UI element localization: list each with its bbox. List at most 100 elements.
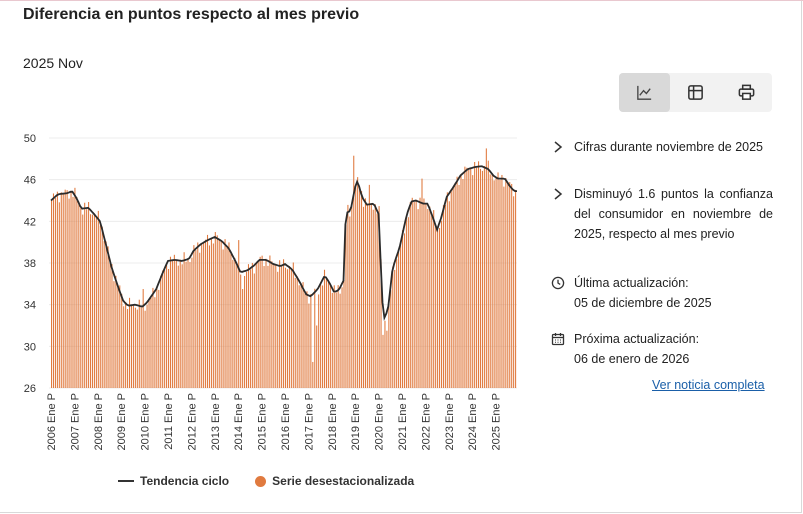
data-bar: [150, 296, 152, 388]
data-bar: [240, 274, 242, 388]
data-bar: [140, 307, 142, 388]
data-bar: [144, 310, 146, 388]
data-bar: [427, 209, 429, 388]
data-bar: [167, 269, 170, 388]
data-bar: [296, 276, 298, 388]
trend-line: [50, 165, 517, 321]
data-bar: [499, 179, 501, 388]
data-bar: [171, 261, 173, 388]
data-bar: [439, 227, 441, 388]
data-bar: [267, 265, 269, 388]
data-bar: [257, 261, 259, 388]
data-bar: [458, 184, 460, 388]
y-tick-label: 26: [24, 383, 36, 395]
data-bar: [210, 237, 212, 388]
data-bar: [255, 262, 257, 388]
data-bar: [193, 245, 195, 388]
data-bar: [337, 285, 339, 388]
data-bar: [407, 217, 409, 388]
data-bar: [425, 204, 427, 388]
data-bar: [187, 258, 189, 388]
data-bar: [505, 178, 507, 388]
data-bar: [125, 301, 127, 388]
data-bar: [359, 187, 361, 388]
data-bar: [76, 197, 78, 388]
clock-icon: [551, 276, 565, 290]
data-bar: [351, 206, 353, 388]
data-bar: [509, 182, 511, 388]
data-bar: [353, 155, 355, 388]
data-bar: [411, 197, 413, 388]
data-bar: [166, 263, 168, 388]
data-bar: [132, 304, 134, 388]
x-tick-label: 2019 Ene P: [350, 393, 362, 451]
data-bar: [481, 170, 483, 388]
data-bar: [175, 260, 177, 388]
data-bar: [279, 260, 281, 388]
data-bar: [435, 226, 437, 388]
info-item-1: Cifras durante noviembre de 2025: [551, 137, 773, 157]
data-bar: [386, 330, 388, 388]
data-bar: [421, 178, 423, 388]
data-bar: [327, 280, 329, 388]
data-bar: [212, 243, 214, 388]
data-bar: [333, 285, 335, 388]
data-bar: [456, 176, 458, 388]
x-tick-label: 2013 Ene P: [210, 393, 222, 451]
data-bar: [216, 235, 218, 388]
data-bar: [74, 187, 76, 388]
next-update-label: Próxima actualización:: [574, 332, 700, 346]
data-bar: [489, 174, 491, 388]
data-bar: [322, 285, 324, 388]
data-bar: [284, 267, 287, 388]
data-bar: [206, 234, 209, 388]
data-bar: [306, 291, 308, 388]
data-bar: [214, 232, 216, 388]
data-bar: [464, 166, 466, 388]
x-tick-label: 2018 Ene P: [327, 393, 339, 451]
data-bar: [91, 214, 94, 388]
data-bar: [244, 275, 246, 388]
print-icon: [738, 84, 755, 100]
data-bar: [312, 361, 314, 388]
x-tick-label: 2021 Ene P: [397, 393, 409, 451]
data-bar: [84, 202, 86, 388]
data-bar: [220, 240, 222, 388]
data-bar: [487, 160, 489, 388]
data-bar: [400, 244, 402, 388]
data-bar: [288, 266, 290, 388]
table-view-button[interactable]: [670, 73, 721, 112]
data-bar: [448, 201, 450, 388]
data-bar: [189, 262, 191, 388]
data-bar: [401, 230, 404, 388]
data-bar: [127, 309, 129, 388]
data-bar: [136, 309, 138, 388]
x-tick-label: 2016 Ene P: [280, 393, 292, 451]
data-bar: [444, 204, 446, 388]
data-bar: [357, 177, 359, 388]
data-bar: [495, 177, 497, 388]
data-bar: [320, 283, 322, 388]
data-bar: [230, 253, 232, 388]
data-bar: [173, 254, 175, 388]
print-button[interactable]: [721, 73, 772, 112]
data-bar: [433, 210, 435, 388]
line-chart-view-button[interactable]: [619, 73, 670, 112]
data-bar: [197, 242, 199, 388]
data-bar: [335, 292, 337, 388]
data-bar: [286, 269, 288, 388]
data-bar: [419, 197, 421, 388]
x-tick-label: 2024 Ene P: [467, 393, 479, 451]
data-bar: [208, 245, 211, 388]
data-bar: [472, 175, 474, 388]
last-update-label: Última actualización:: [574, 276, 689, 290]
data-bar: [300, 283, 302, 388]
data-bar: [119, 285, 121, 388]
read-full-news-link[interactable]: Ver noticia completa: [652, 378, 765, 392]
period-label: 2025 Nov: [23, 55, 83, 71]
data-bar: [491, 173, 493, 388]
data-bar: [121, 293, 123, 388]
data-bar: [105, 241, 107, 388]
data-bar: [515, 189, 517, 388]
data-bar: [298, 285, 300, 388]
